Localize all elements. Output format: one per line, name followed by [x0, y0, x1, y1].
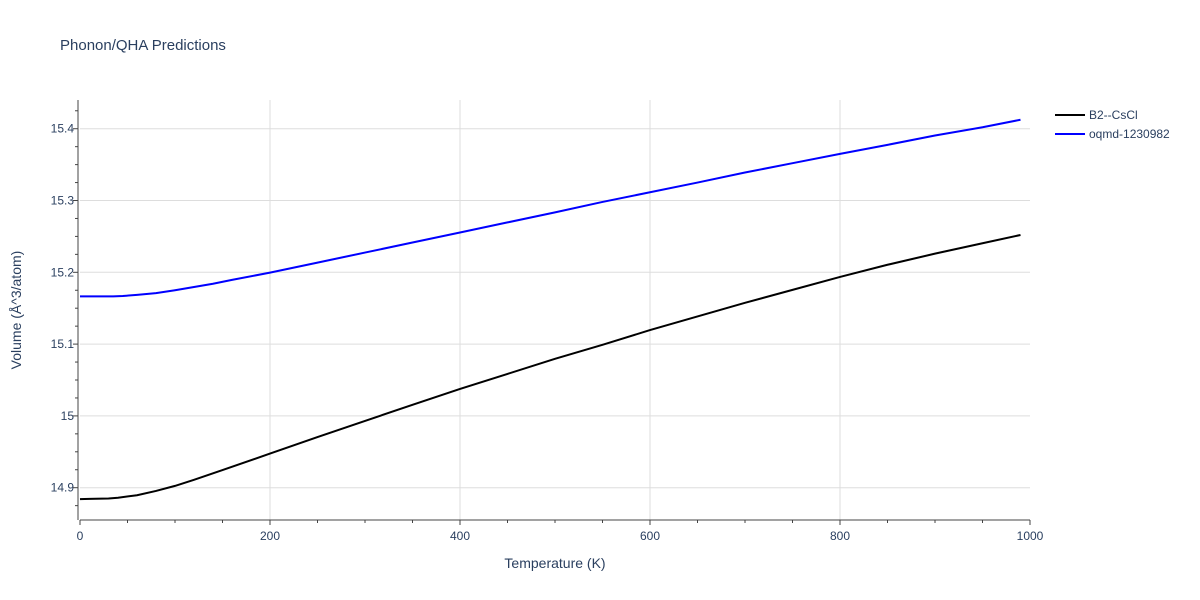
- x-axis-title: Temperature (K): [504, 555, 605, 571]
- y-tick-label: 15: [61, 409, 75, 423]
- legend-item-1[interactable]: oqmd-1230982: [1055, 127, 1170, 141]
- y-tick-label: 15.4: [51, 122, 75, 136]
- series-line-0: [79, 233, 1021, 501]
- y-tick-label: 15.2: [51, 265, 75, 279]
- legend-label: oqmd-1230982: [1089, 127, 1170, 141]
- x-tick-label: 200: [260, 529, 280, 543]
- axes: 0 200 400 600 800 1000 14.9 15 15.1 15.2 15.3 15.4: [51, 100, 1044, 543]
- legend-item-0[interactable]: B2--CsCl: [1055, 108, 1138, 122]
- legend-label: B2--CsCl: [1089, 108, 1138, 122]
- chart-title: Phonon/QHA Predictions: [60, 37, 226, 54]
- series-line-1: [80, 118, 1021, 298]
- legend[interactable]: B2--CsCl oqmd-1230982: [1055, 108, 1170, 141]
- x-tick-label: 1000: [1017, 529, 1044, 543]
- y-tick-label: 15.1: [51, 337, 75, 351]
- x-tick-label: 800: [830, 529, 850, 543]
- x-tick-label: 0: [77, 529, 84, 543]
- x-tick-label: 600: [640, 529, 660, 543]
- x-tick-label: 400: [450, 529, 470, 543]
- gridlines: [80, 100, 1030, 520]
- y-tick-label: 15.3: [51, 194, 75, 208]
- y-axis-title: Volume (Å^3/atom): [8, 251, 24, 370]
- series-lines: [79, 118, 1021, 501]
- y-tick-label: 14.9: [51, 481, 75, 495]
